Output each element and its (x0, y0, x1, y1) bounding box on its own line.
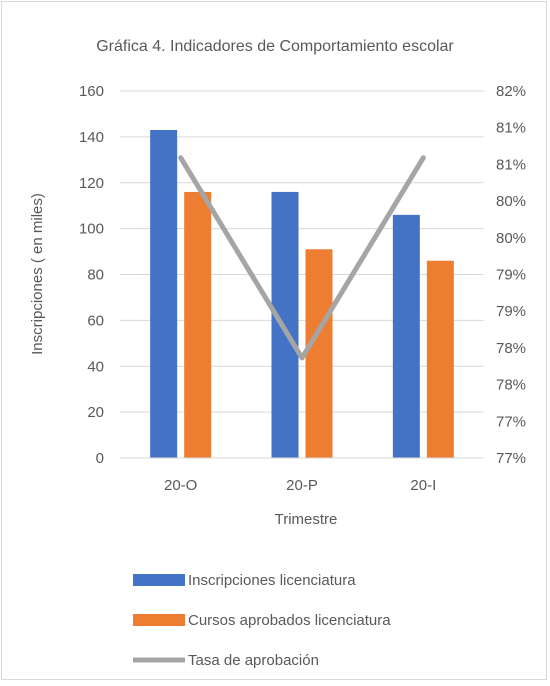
bar (426, 260, 454, 458)
y2-tick-label: 81% (496, 156, 526, 173)
x-axis-label: Trimestre (275, 511, 338, 528)
axes: 0 20 40 60 80 100 120 140 160 77% 77% 78% 78% 79% 79% 8… (79, 83, 526, 494)
bar (271, 191, 299, 459)
legend-label: Inscripciones licenciatura (188, 572, 356, 589)
chart-title: Gráfica 4. Indicadores de Comportamiento… (96, 38, 454, 55)
x-tick-label: 20-I (410, 477, 436, 494)
bars (150, 129, 454, 459)
y-tick-label: 160 (79, 83, 104, 100)
y-tick-label: 120 (79, 175, 104, 192)
y-tick-label: 40 (87, 358, 104, 375)
y-tick-label: 100 (79, 221, 104, 238)
line-series (178, 155, 426, 361)
bar (392, 214, 420, 458)
bar (150, 129, 178, 458)
y-tick-label: 140 (79, 129, 104, 146)
y-tick-label: 20 (87, 404, 104, 421)
y2-tick-label: 79% (496, 303, 526, 320)
y2-tick-label: 82% (496, 83, 526, 100)
legend-label: Cursos aprobados licenciatura (188, 612, 391, 629)
legend-swatch (133, 614, 185, 626)
y2-tick-label: 77% (496, 450, 526, 467)
y-tick-label: 60 (87, 312, 104, 329)
y2-tick-label: 80% (496, 193, 526, 210)
y2-tick-label: 78% (496, 340, 526, 357)
y-tick-label: 80 (87, 267, 104, 284)
y-axis-label: Inscripciones ( en miles) (29, 193, 46, 355)
x-tick-label: 20-P (286, 477, 318, 494)
y2-tick-label: 81% (496, 120, 526, 137)
y2-tick-label: 79% (496, 267, 526, 284)
legend-swatch (133, 574, 185, 586)
bar (184, 191, 212, 459)
y2-tick-label: 78% (496, 377, 526, 394)
legend-label: Tasa de aprobación (188, 652, 319, 669)
legend: Inscripciones licenciatura Cursos aprobad… (133, 572, 391, 669)
line-series-path (178, 155, 426, 361)
bar (305, 249, 333, 458)
gridlines (120, 90, 484, 413)
y2-tick-label: 80% (496, 230, 526, 247)
x-tick-label: 20-O (164, 477, 197, 494)
y2-tick-label: 77% (496, 413, 526, 430)
y-tick-label: 0 (96, 450, 104, 467)
